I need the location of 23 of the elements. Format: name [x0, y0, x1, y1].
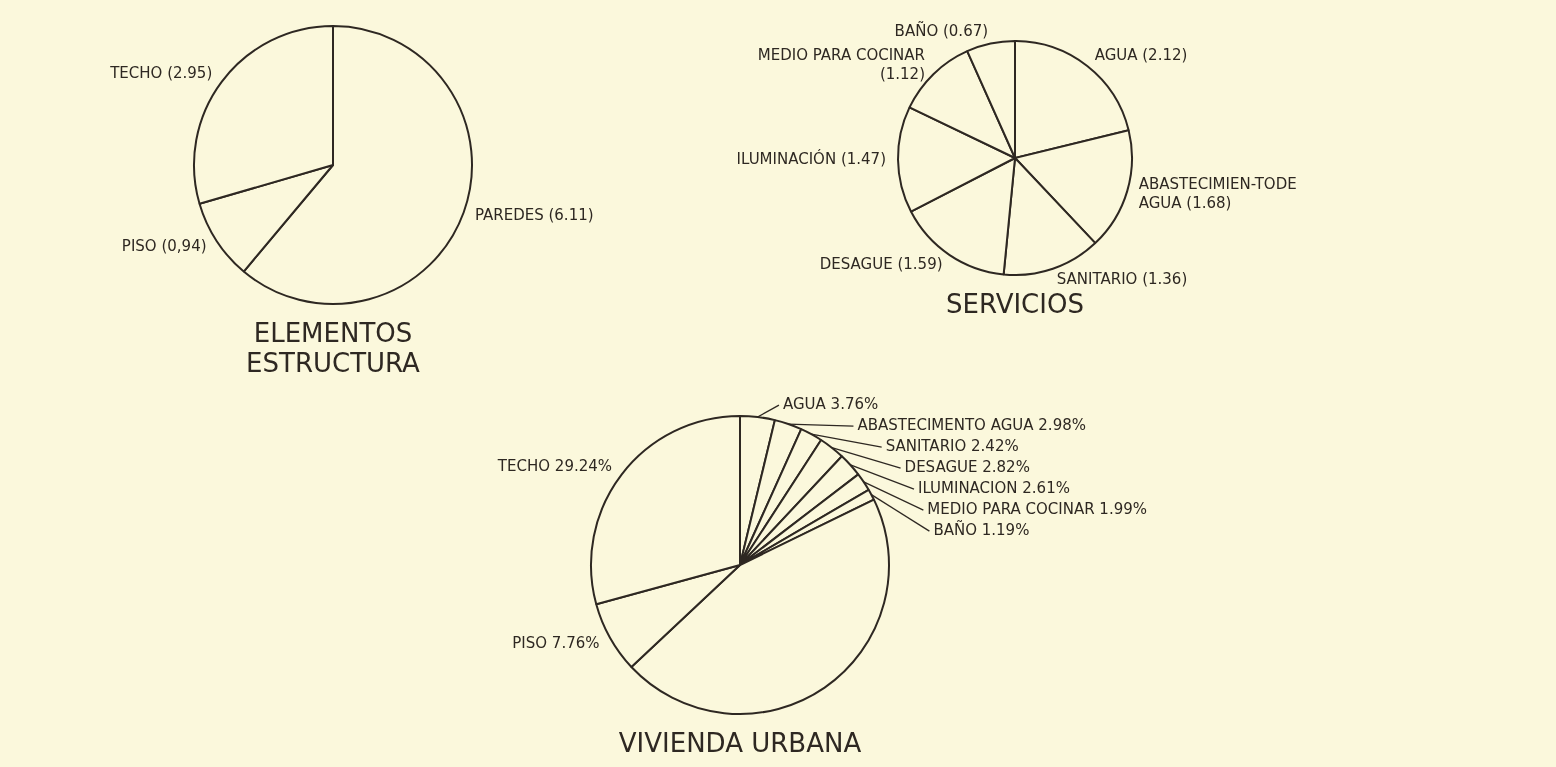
slice-label: AGUA 3.76% [782, 395, 879, 414]
slice-label: ILUMINACION 2.61% [918, 479, 1070, 498]
slice-label: TECHO (2.95) [109, 64, 213, 83]
slice-label: BAÑO 1.19% [933, 520, 1030, 540]
text: ELEMENTOS ESTRUCTURA [246, 317, 421, 378]
slice-label: TECHO 29.24% [496, 457, 613, 476]
slice-label: BAÑO (0.67) [894, 20, 989, 40]
slice-label: MEDIO PARA COCINAR 1.99% [927, 500, 1148, 519]
slice-label: SANITARIO (1.36) [1056, 269, 1188, 288]
slice-label: PAREDES (6.11) [474, 206, 594, 225]
slice-label: MEDIO PARA COCINAR [757, 45, 926, 64]
slice-label: DESAGUE (1.59) [819, 254, 943, 273]
slice-label: ABASTECIMIEN-TODE AGUA (1.68) [1138, 174, 1297, 212]
slice-label: PISO 7.76% [512, 633, 600, 652]
text: VIVIENDA URBANA [618, 727, 862, 758]
slice-label: ILUMINACIÓN (1.47) [736, 148, 887, 168]
text: SERVICIOS [946, 288, 1084, 319]
slice-label: PISO (0,94) [121, 237, 207, 256]
data-label: (1.12) [879, 64, 926, 83]
slice-label: SANITARIO 2.42% [885, 437, 1019, 456]
slice-label: DESAGUE 2.82% [904, 458, 1030, 477]
slice-label: ABASTECIMENTO AGUA 2.98% [857, 416, 1086, 435]
slice-label: AGUA (2.12) [1094, 46, 1188, 65]
